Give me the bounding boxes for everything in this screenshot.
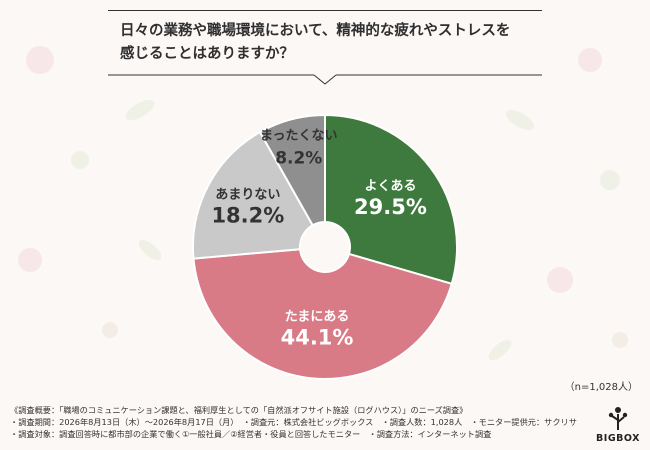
slice-label-3: まったくない — [260, 128, 337, 143]
bigbox-logo: BIGBOX — [596, 404, 640, 444]
slice-value-2: 18.2% — [211, 203, 284, 227]
slice-3 — [258, 113, 326, 227]
slice-2 — [192, 130, 315, 260]
slice-label-0: よくある — [364, 179, 416, 194]
slice-value-3: 8.2% — [275, 148, 322, 168]
slice-value-0: 29.5% — [354, 195, 427, 219]
footer-line-3: ・調査対象：調査回答時に都市部の企業で働く①一般社員／②経営者・役員と回答したモ… — [10, 429, 492, 439]
bigbox-logo-text: BIGBOX — [596, 433, 640, 444]
slice-label-2: あまりない — [215, 187, 280, 202]
bigbox-logo-mark-icon — [608, 407, 628, 430]
survey-footer: 《調査概要：「職場のコミュニケーション課題と、福利厚生としての「自然派オフサイト… — [10, 404, 577, 440]
footer-line-1: 《調査概要：「職場のコミュニケーション課題と、福利厚生としての「自然派オフサイト… — [10, 405, 468, 415]
title-bottom-rule — [108, 74, 542, 85]
title-top-rule — [108, 10, 542, 11]
footer-line-2: ・調査期間：2026年8月13日（木）～2026年8月17日（月） ・調査元：株… — [10, 417, 577, 427]
chart-title: 日々の業務や職場環境において、精神的な疲れやストレスを 感じることはありますか？ — [120, 23, 511, 62]
sample-size-note: （n=1,028人） — [564, 382, 638, 393]
slice-label-1: たまにある — [285, 309, 350, 324]
slice-1 — [192, 248, 453, 380]
slice-value-1: 44.1% — [281, 325, 354, 349]
slice-0 — [324, 113, 458, 286]
